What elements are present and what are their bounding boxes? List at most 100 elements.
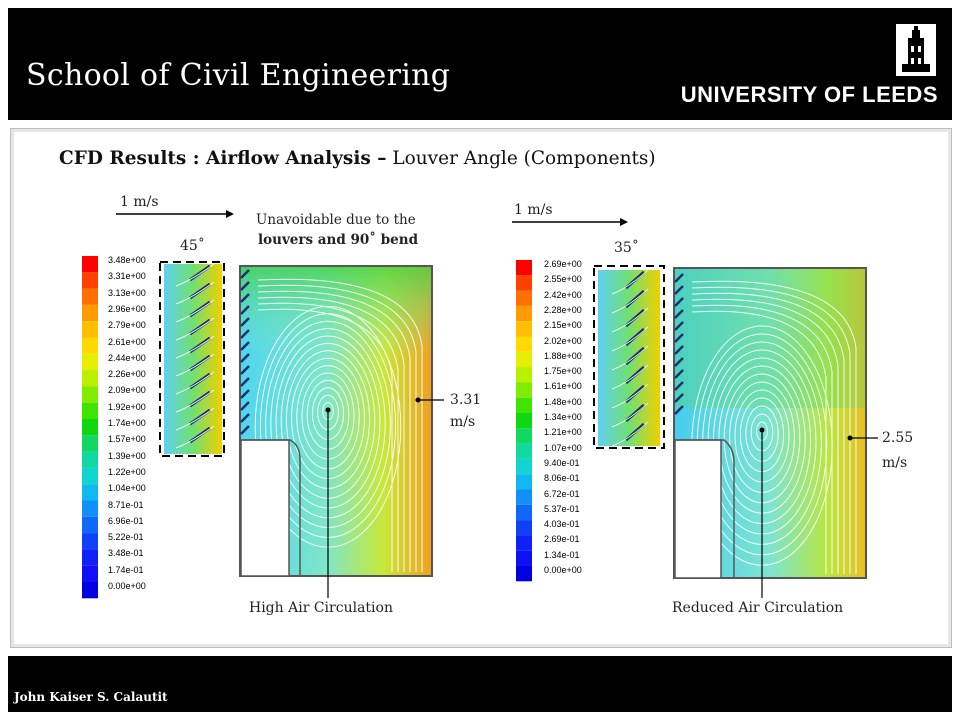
louver-streamline — [175, 317, 215, 341]
streamline-sweep — [691, 298, 839, 574]
domain-louver-fin — [240, 425, 250, 435]
note-line-2: louvers and 90˚ bend — [258, 232, 419, 248]
colorbar-swatch — [82, 549, 98, 566]
louver-streamline — [611, 269, 649, 295]
domain-louver-fin — [674, 357, 684, 367]
colorbar-tick-label: 5.22e-01 — [108, 532, 144, 543]
left-cfd-domain — [239, 265, 433, 577]
streamline-sweep — [691, 286, 851, 574]
domain-louver-fin — [240, 389, 250, 399]
colorbar-swatch — [82, 484, 98, 501]
colorbar-swatch — [82, 402, 98, 419]
colorbar-swatch — [516, 566, 532, 582]
footer-bar: John Kaiser S. Calautit — [8, 656, 952, 712]
domain-louver-fin — [240, 401, 250, 411]
colorbar-swatch — [516, 458, 532, 475]
colorbar-tick-label: 8.06e-01 — [544, 473, 580, 484]
domain-louver-fin — [674, 393, 684, 403]
domain-louver-fin — [674, 297, 684, 307]
colorbar-swatch — [516, 397, 532, 413]
domain-louver-fin — [240, 317, 250, 327]
school-title: School of Civil Engineering — [26, 58, 451, 93]
colorbar-tick-label: 2.69e+00 — [544, 259, 582, 269]
colorbar-swatch — [82, 500, 98, 517]
right-velocity-arrow — [512, 218, 628, 226]
colorbar-tick-label: 2.96e+00 — [108, 303, 146, 314]
right-velocity-label: 1 m/s — [514, 202, 553, 218]
louver-streamline — [175, 389, 215, 413]
left-max-unit: m/s — [450, 414, 476, 430]
colorbar-swatch — [82, 435, 98, 452]
colorbar-swatch — [516, 336, 532, 352]
domain-louver-fin — [240, 269, 250, 279]
colorbar-swatch — [516, 321, 532, 337]
louver-streamline — [611, 307, 649, 333]
streamline-sweep — [257, 284, 417, 572]
colorbar-tick-label: 2.44e+00 — [108, 352, 146, 363]
colorbar-swatch — [82, 272, 98, 289]
domain-louver-fin — [674, 273, 684, 283]
colorbar-swatch — [82, 516, 98, 534]
header-bar: School of Civil Engineering UNIVERSITY O… — [8, 8, 952, 120]
louver-streamline — [611, 364, 649, 390]
colorbar-tick-label: 1.07e+00 — [544, 442, 582, 453]
colorbar-swatch — [82, 467, 98, 485]
left-caption: High Air Circulation — [249, 600, 393, 616]
louver-streamline — [175, 299, 215, 323]
right-caption: Reduced Air Circulation — [672, 600, 844, 616]
louver-streamline — [611, 288, 649, 314]
domain-louver-fin — [674, 285, 684, 295]
colorbar-swatch — [82, 304, 98, 322]
right-max-unit: m/s — [882, 455, 908, 471]
left-max-value: 3.31 — [450, 392, 482, 408]
louver-streamline — [611, 383, 649, 409]
streamline-sweep — [691, 292, 845, 574]
colorbar-swatch — [516, 382, 532, 398]
colorbar-tick-label: 1.34e-01 — [544, 549, 580, 560]
colorbar-swatch — [516, 260, 532, 276]
colorbar-tick-label: 0.00e+00 — [108, 581, 146, 591]
colorbar-tick-label: 6.96e-01 — [108, 515, 144, 526]
colorbar-tick-label: 1.39e+00 — [108, 450, 146, 461]
right-angle-label: 35˚ — [614, 240, 639, 256]
domain-louver-fin — [240, 413, 250, 423]
streamline-sweep — [257, 290, 411, 572]
colorbar-swatch — [516, 351, 532, 368]
colorbar-swatch — [82, 256, 98, 273]
colorbar-tick-label: 1.74e+00 — [108, 418, 146, 428]
colorbar-tick-label: 1.57e+00 — [108, 434, 146, 445]
domain-louver-fin — [240, 281, 250, 291]
colorbar-tick-label: 2.09e+00 — [108, 385, 146, 396]
colorbar-tick-label: 2.42e+00 — [544, 289, 582, 300]
colorbar-swatch — [516, 367, 532, 383]
left-velocity-arrow — [116, 210, 234, 218]
slide-title: CFD Results : Airflow Analysis – Louver … — [59, 148, 656, 169]
domain-louver-fin — [240, 365, 250, 375]
colorbar-tick-label: 1.75e+00 — [544, 366, 582, 377]
colorbar-tick-label: 3.13e+00 — [108, 287, 146, 298]
colorbar-swatch — [516, 474, 532, 490]
colorbar-tick-label: 1.61e+00 — [544, 381, 582, 392]
louver-streamline — [175, 281, 215, 305]
domain-louver-fin — [674, 321, 684, 331]
domain-louver-fin — [674, 345, 684, 355]
domain-louver-fin — [674, 405, 684, 415]
colorbar-swatch — [516, 305, 532, 322]
university-name: UNIVERSITY OF LEEDS — [680, 82, 938, 107]
slide-title-bold: CFD Results : Airflow Analysis – — [59, 148, 387, 169]
louver-streamline — [175, 335, 215, 359]
colorbar-tick-label: 2.26e+00 — [108, 369, 146, 380]
colorbar-tick-label: 3.48e+00 — [108, 255, 146, 265]
colorbar-swatch — [82, 321, 98, 338]
colorbar-swatch — [516, 504, 532, 521]
domain-louver-fin — [674, 333, 684, 343]
domain-louver-fin — [240, 377, 250, 387]
colorbar-swatch — [516, 489, 532, 505]
colorbar-tick-label: 6.72e-01 — [544, 488, 580, 499]
colorbar-tick-label: 0.00e+00 — [544, 565, 582, 575]
left-leaders — [325, 397, 444, 598]
colorbar-tick-label: 1.34e+00 — [544, 412, 582, 422]
louver-streamline — [175, 407, 215, 431]
colorbar-swatch — [516, 428, 532, 444]
